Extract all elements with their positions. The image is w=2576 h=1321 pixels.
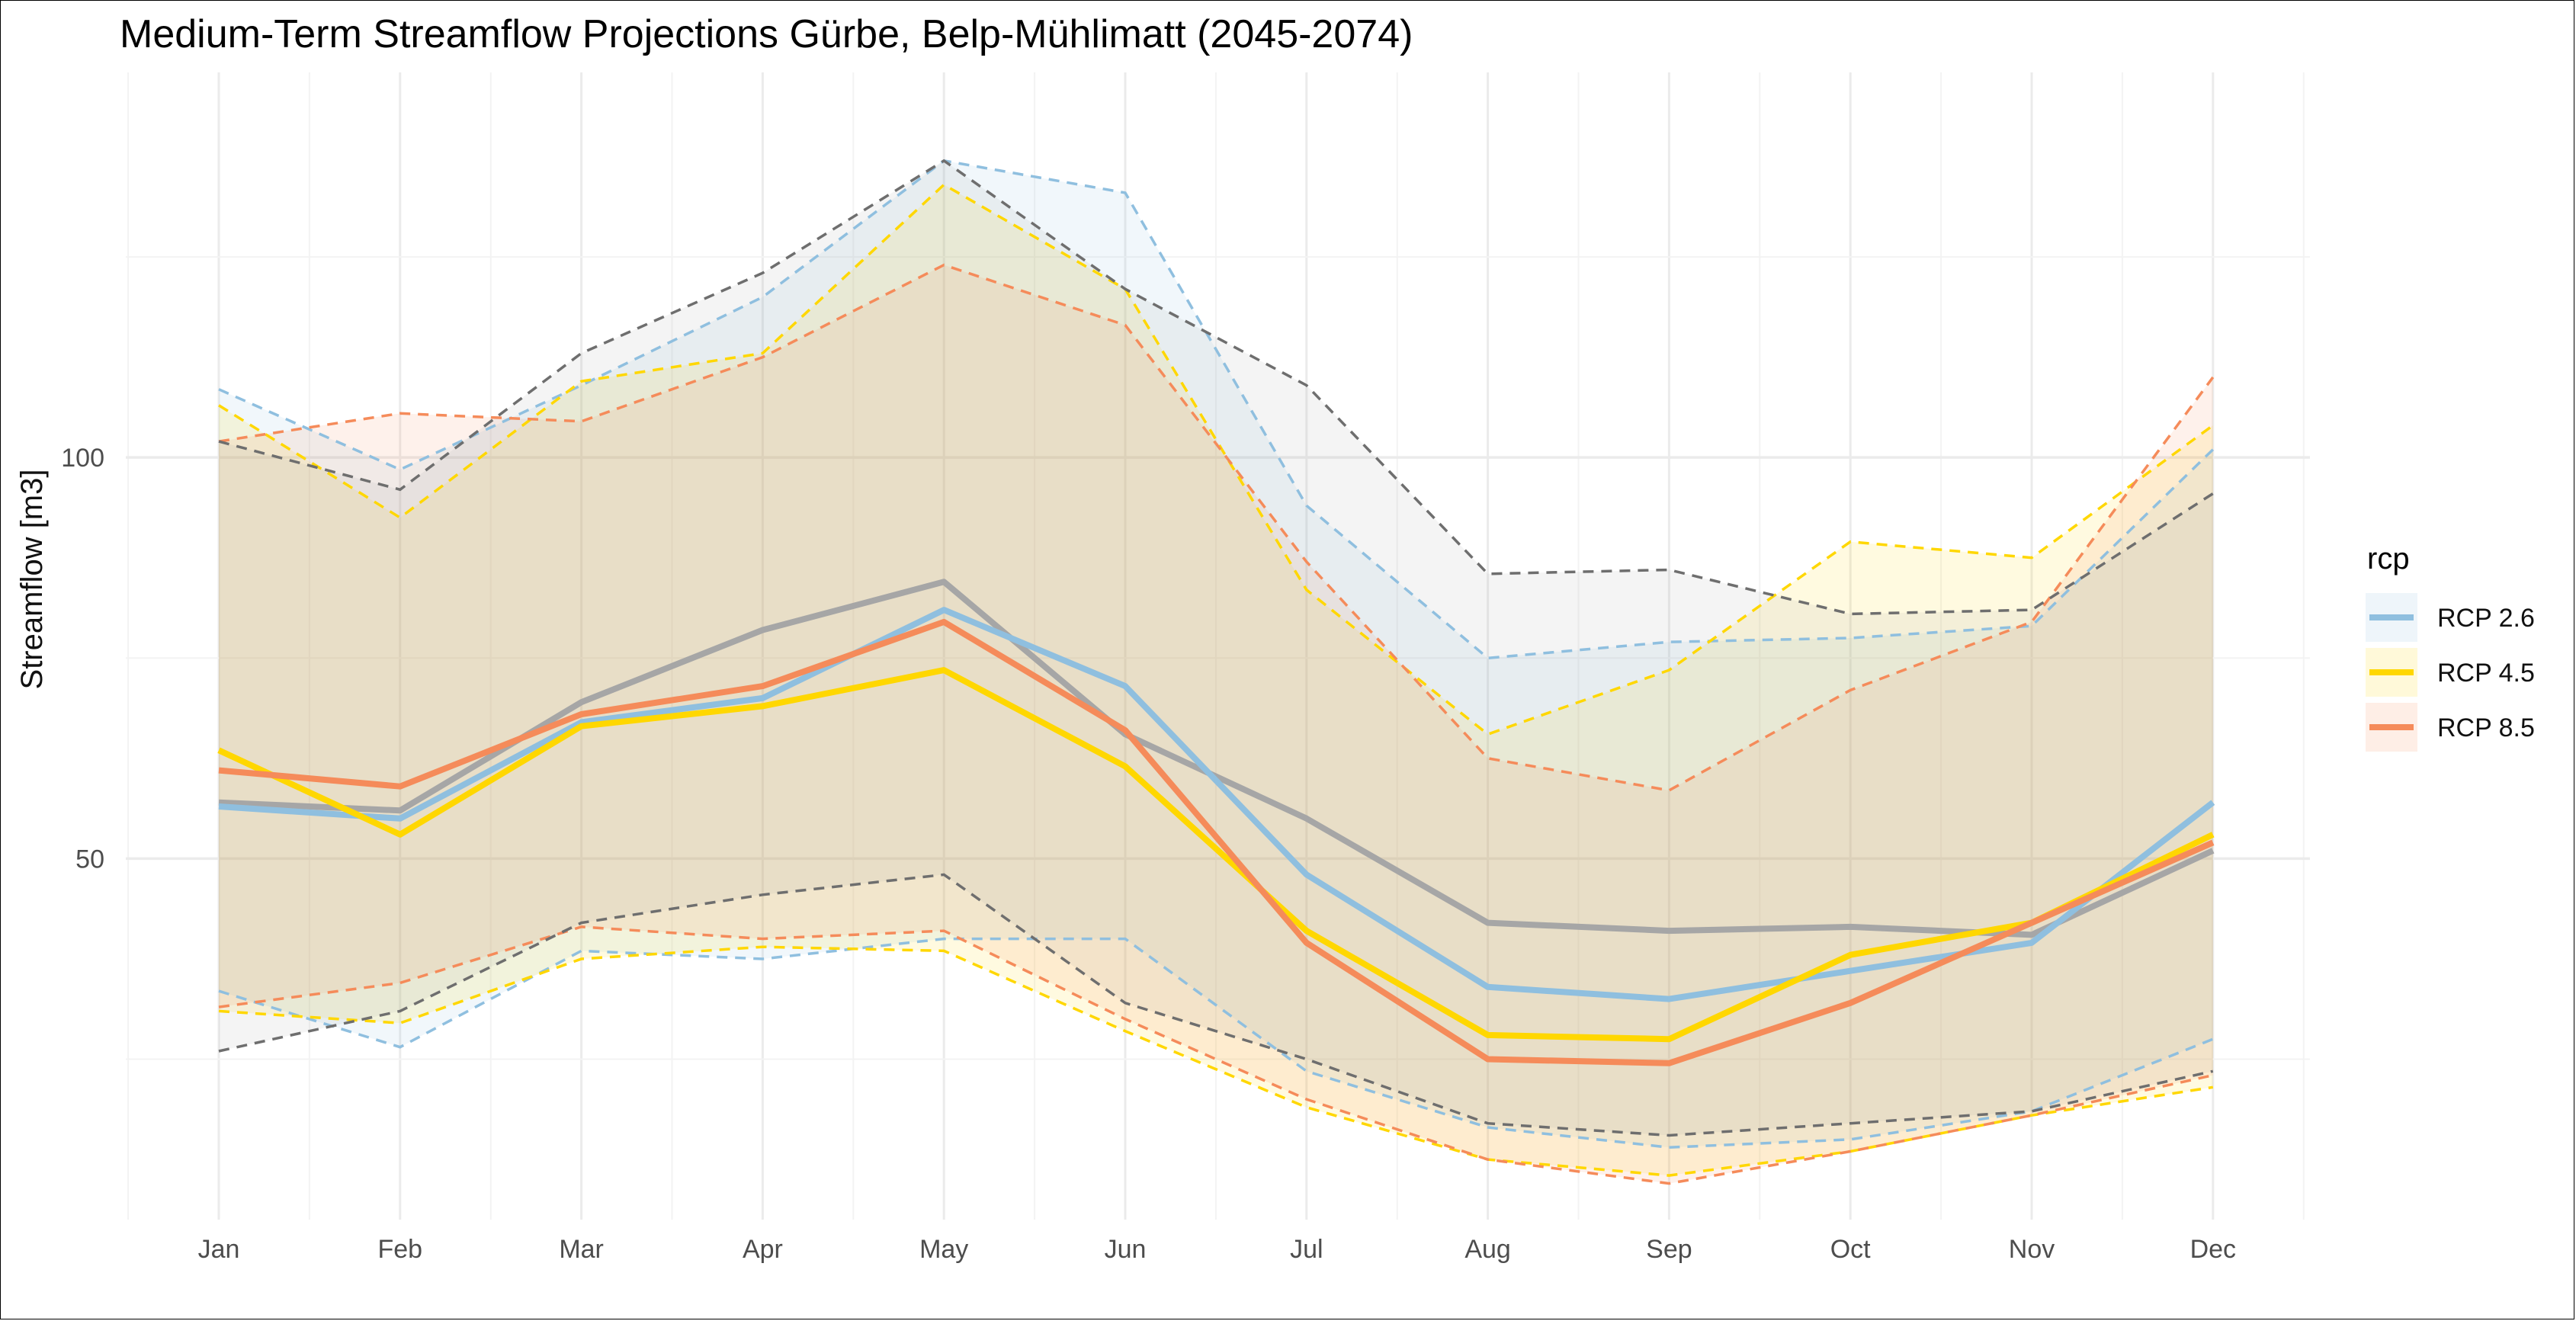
y-axis-label: Streamflow [m3] [15, 470, 49, 690]
x-tick-label: May [919, 1235, 968, 1264]
lower-line-grey [218, 873, 2214, 1137]
mean-lines [217, 579, 2215, 1066]
upper-line-rcp-4-5 [218, 183, 2214, 736]
range-lines [218, 159, 2215, 1185]
x-tick-label: Jun [1105, 1235, 1147, 1264]
lower-line-rcp-2-6 [218, 937, 2214, 1149]
x-tick-label: Jul [1290, 1235, 1323, 1264]
x-tick-label: Aug [1464, 1235, 1511, 1264]
chart-title: Medium-Term Streamflow Projections Gürbe… [120, 12, 1413, 56]
upper-line-grey [218, 159, 2214, 616]
band-grey [219, 160, 2213, 1136]
axis-ticks: Jan Feb Mar Apr May Jun Jul Aug Sep Oct Nov Dec 50 10… [61, 444, 2236, 1264]
legend-label: RCP 4.5 [2437, 659, 2535, 688]
x-tick-label: Dec [2190, 1235, 2236, 1264]
x-tick-label: Feb [378, 1235, 423, 1264]
ribbon-bands [219, 160, 2213, 1184]
x-tick-label: Mar [559, 1235, 604, 1264]
lower-line-rcp-4-5 [218, 945, 2214, 1177]
x-tick-label: Apr [743, 1235, 783, 1264]
x-tick-label: Jan [198, 1235, 240, 1264]
legend-label: RCP 2.6 [2437, 604, 2535, 633]
grid-lines [126, 72, 2310, 1220]
y-tick-label: 50 [75, 845, 104, 874]
mean-line-rcp-2-6 [218, 607, 2215, 1002]
x-tick-label: Nov [2009, 1235, 2055, 1264]
legend-label: RCP 8.5 [2437, 713, 2535, 742]
legend-title: rcp [2367, 542, 2410, 576]
legend: rcp RCP 2.6 RCP 4.5 RCP 8.5 [2366, 542, 2535, 752]
x-tick-label: Sep [1646, 1235, 1692, 1264]
band-rcp-8-5 [219, 265, 2213, 1184]
band-rcp-2-6 [219, 160, 2213, 1148]
lower-line-rcp-8-5 [218, 925, 2214, 1185]
mean-line-rcp-8-5 [218, 618, 2215, 1066]
upper-line-rcp-8-5 [218, 263, 2215, 792]
x-tick-label: Oct [1830, 1235, 1871, 1264]
mean-line-rcp-4-5 [217, 667, 2215, 1043]
upper-line-rcp-2-6 [218, 159, 2215, 660]
y-tick-label: 100 [61, 444, 104, 473]
